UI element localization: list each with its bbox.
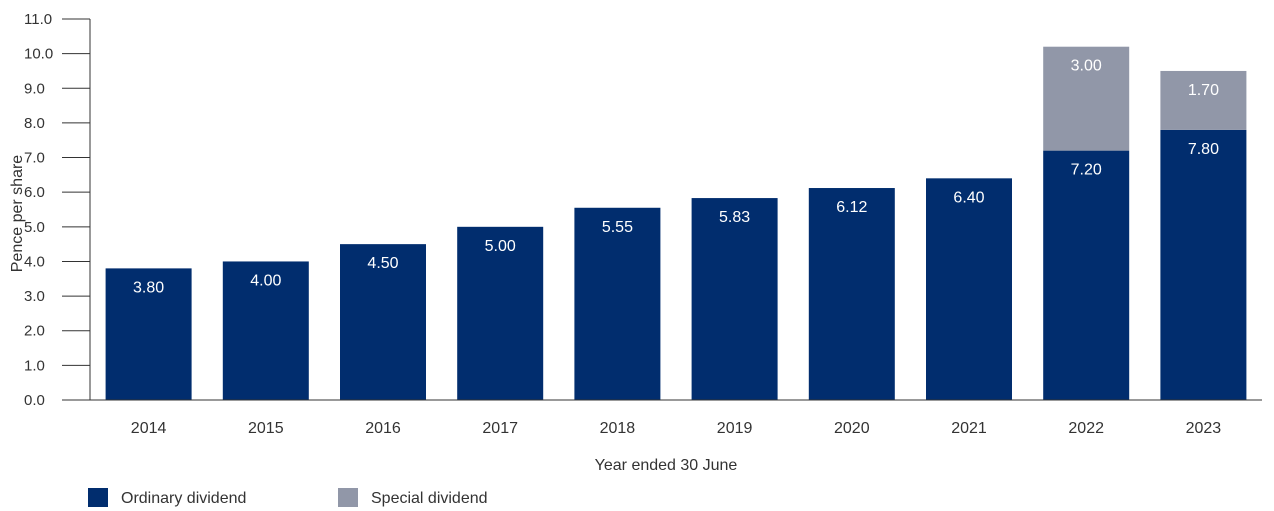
bar-special-2022	[1043, 46, 1130, 151]
y-tick-label: 9.0	[24, 80, 45, 97]
x-tick-label: 2021	[951, 420, 987, 437]
y-tick-label: 2.0	[24, 323, 45, 340]
x-tick-label: 2016	[365, 420, 401, 437]
legend-label-ordinary: Ordinary dividend	[121, 490, 246, 507]
y-tick-label: 8.0	[24, 115, 45, 132]
data-label: 3.80	[133, 279, 164, 296]
x-tick-label: 2019	[717, 420, 753, 437]
bar-ordinary-2016	[340, 244, 426, 400]
legend-swatch-special	[338, 488, 358, 507]
data-label: 6.12	[836, 199, 867, 216]
bar-ordinary-2023	[1160, 129, 1247, 400]
legend-label-special: Special dividend	[371, 490, 488, 507]
data-label: 7.20	[1071, 162, 1102, 179]
legend-swatch-ordinary	[88, 488, 108, 507]
bar-ordinary-2022	[1043, 150, 1130, 400]
data-label: 5.55	[602, 219, 633, 236]
bar-ordinary-2021	[926, 178, 1012, 400]
data-label: 1.70	[1188, 82, 1219, 99]
data-label: 5.83	[719, 209, 750, 226]
y-tick-label: 7.0	[24, 150, 45, 167]
bar-ordinary-2018	[574, 207, 661, 400]
data-label: 6.40	[953, 189, 984, 206]
bar-special-2023	[1160, 70, 1247, 130]
bar-ordinary-2015	[222, 261, 309, 400]
data-label: 7.80	[1188, 141, 1219, 158]
y-tick-label: 10.0	[24, 46, 53, 63]
y-axis-title: Pence per share	[9, 155, 26, 273]
y-axis: 0.0 1.0 2.0 3.0 4.0 5.0 6.0 7.0 8.0 9.0 10.0 11.0	[24, 11, 91, 409]
x-axis: 2014 2015 2016 2017 2018 2019 2020 2021 2022 2023	[90, 399, 1262, 437]
x-axis-title: Year ended 30 June	[595, 457, 738, 474]
y-tick-label: 5.0	[24, 219, 45, 236]
bar-ordinary-2019	[691, 198, 778, 400]
x-tick-label: 2014	[131, 420, 167, 437]
x-tick-label: 2023	[1186, 420, 1222, 437]
data-label: 4.00	[250, 272, 281, 289]
data-label: 3.00	[1071, 58, 1102, 75]
bar-ordinary-2014	[105, 268, 192, 400]
y-tick-label: 11.0	[24, 11, 52, 28]
x-tick-label: 2022	[1068, 420, 1104, 437]
y-tick-label: 4.0	[24, 253, 45, 270]
data-label: 5.00	[485, 238, 516, 255]
y-tick-label: 0.0	[24, 392, 45, 409]
y-tick-label: 1.0	[24, 357, 45, 374]
legend: Ordinary dividend Special dividend	[88, 488, 488, 507]
x-tick-label: 2017	[482, 420, 518, 437]
bars: 3.80 4.00 4.50 5.00 5.55 5.83 6.12 6.40 7.20 3.00…	[105, 46, 1247, 400]
data-label: 4.50	[367, 255, 398, 272]
y-tick-label: 6.0	[24, 184, 45, 201]
bar-ordinary-2017	[457, 226, 544, 400]
x-tick-label: 2018	[600, 420, 636, 437]
x-tick-label: 2015	[248, 420, 284, 437]
bar-ordinary-2020	[808, 188, 895, 400]
x-tick-label: 2020	[834, 420, 870, 437]
y-tick-label: 3.0	[24, 288, 45, 305]
